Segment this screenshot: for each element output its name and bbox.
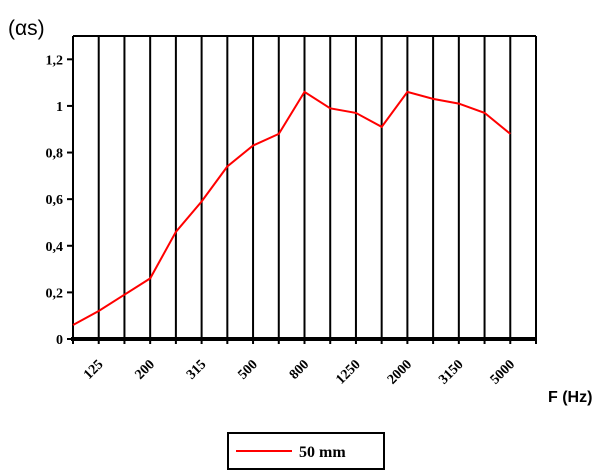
x-tick-label: 2000 [385,357,415,387]
y-tick-label: 0,6 [46,193,64,208]
gridlines [97,36,537,339]
x-tick-label: 3150 [436,357,466,387]
y-tick-label: 0 [56,333,63,348]
y-axis-label: (αs) [8,17,45,40]
series-line [72,90,511,326]
x-tick-label: 800 [287,357,312,382]
y-tick-label: 0,8 [46,147,64,162]
y-tick-label: 1,2 [46,53,64,68]
y-tick-labels: 0 0,2 0,4 0,6 0,8 1 1,2 [46,53,64,348]
legend: 50 mm [227,432,385,470]
x-tick-label: 200 [133,357,158,382]
x-tick-label: 125 [81,357,106,382]
x-axis-label: F (Hz) [548,389,592,406]
series-lines [72,90,511,326]
x-tick-label: 500 [235,357,260,382]
x-tick-label: 5000 [488,357,518,387]
legend-label: 50 mm [299,444,346,461]
x-tick-label: 315 [184,357,209,382]
y-tick-label: 0,4 [46,240,64,255]
x-tick-labels: 125 200 315 500 800 1250 2000 3150 5000 [81,357,518,387]
x-tick-label: 1250 [333,357,363,387]
y-tick-label: 1 [56,100,63,115]
axes [67,35,537,344]
y-tick-label: 0,2 [46,286,64,301]
